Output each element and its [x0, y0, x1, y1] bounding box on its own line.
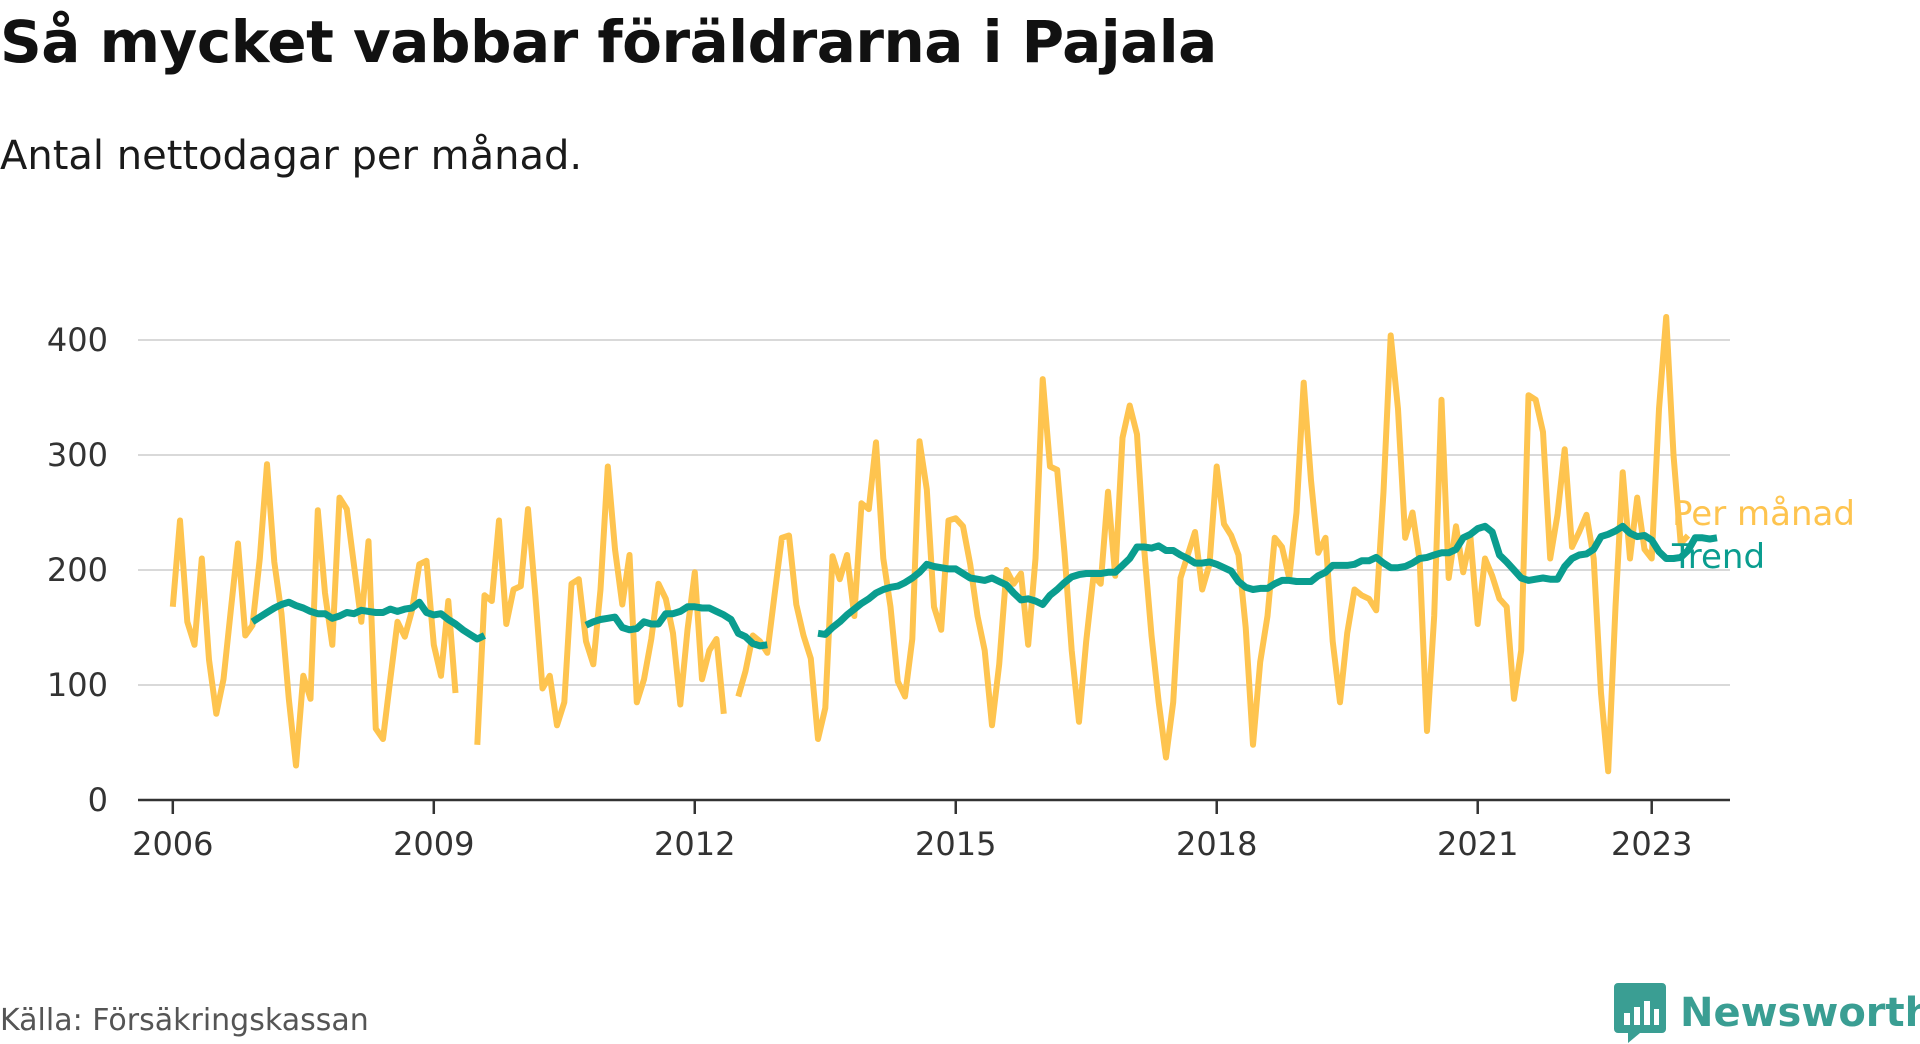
x-tick-label: 2009 — [393, 825, 474, 863]
chart-title: Så mycket vabbar föräldrarna i Pajala — [0, 8, 1217, 76]
chart-subtitle: Antal nettodagar per månad. — [0, 133, 583, 179]
series-line-trend — [584, 603, 768, 650]
x-tick-label: 2021 — [1437, 825, 1518, 863]
series-lines — [169, 314, 1718, 775]
y-tick-label: 400 — [47, 321, 108, 359]
brand-name: Newsworthy — [1680, 990, 1920, 1036]
y-tick-label: 200 — [47, 551, 108, 589]
series-line-per-manad — [735, 314, 1691, 775]
y-tick-label: 0 — [88, 781, 108, 819]
axes: 0 100 200 300 400 2006 2009 2012 2015 2018 2021 202… — [47, 321, 1730, 863]
series-line-trend — [817, 522, 1718, 638]
legend-trend: Trend — [1671, 537, 1765, 577]
x-tick-label: 2006 — [132, 825, 213, 863]
x-tick-label: 2015 — [915, 825, 996, 863]
x-tick-label: 2023 — [1611, 825, 1692, 863]
brand: Newsworthy — [1614, 982, 1920, 1044]
x-tick-label: 2012 — [654, 825, 735, 863]
series-line-per-manad — [169, 461, 459, 769]
series-line-per-manad — [474, 463, 727, 745]
legend-per-manad: Per månad — [1672, 494, 1855, 534]
newsworthy-logo-icon — [1614, 983, 1666, 1043]
x-tick-label: 2018 — [1176, 825, 1257, 863]
line-chart: 0 100 200 300 400 2006 2009 2012 2015 2018 2021 202… — [47, 314, 1855, 863]
source-note: Källa: Försäkringskassan — [0, 1003, 369, 1038]
y-tick-label: 300 — [47, 436, 108, 474]
y-tick-label: 100 — [47, 666, 108, 704]
gridlines — [138, 339, 1730, 686]
series-line-trend — [250, 598, 487, 643]
